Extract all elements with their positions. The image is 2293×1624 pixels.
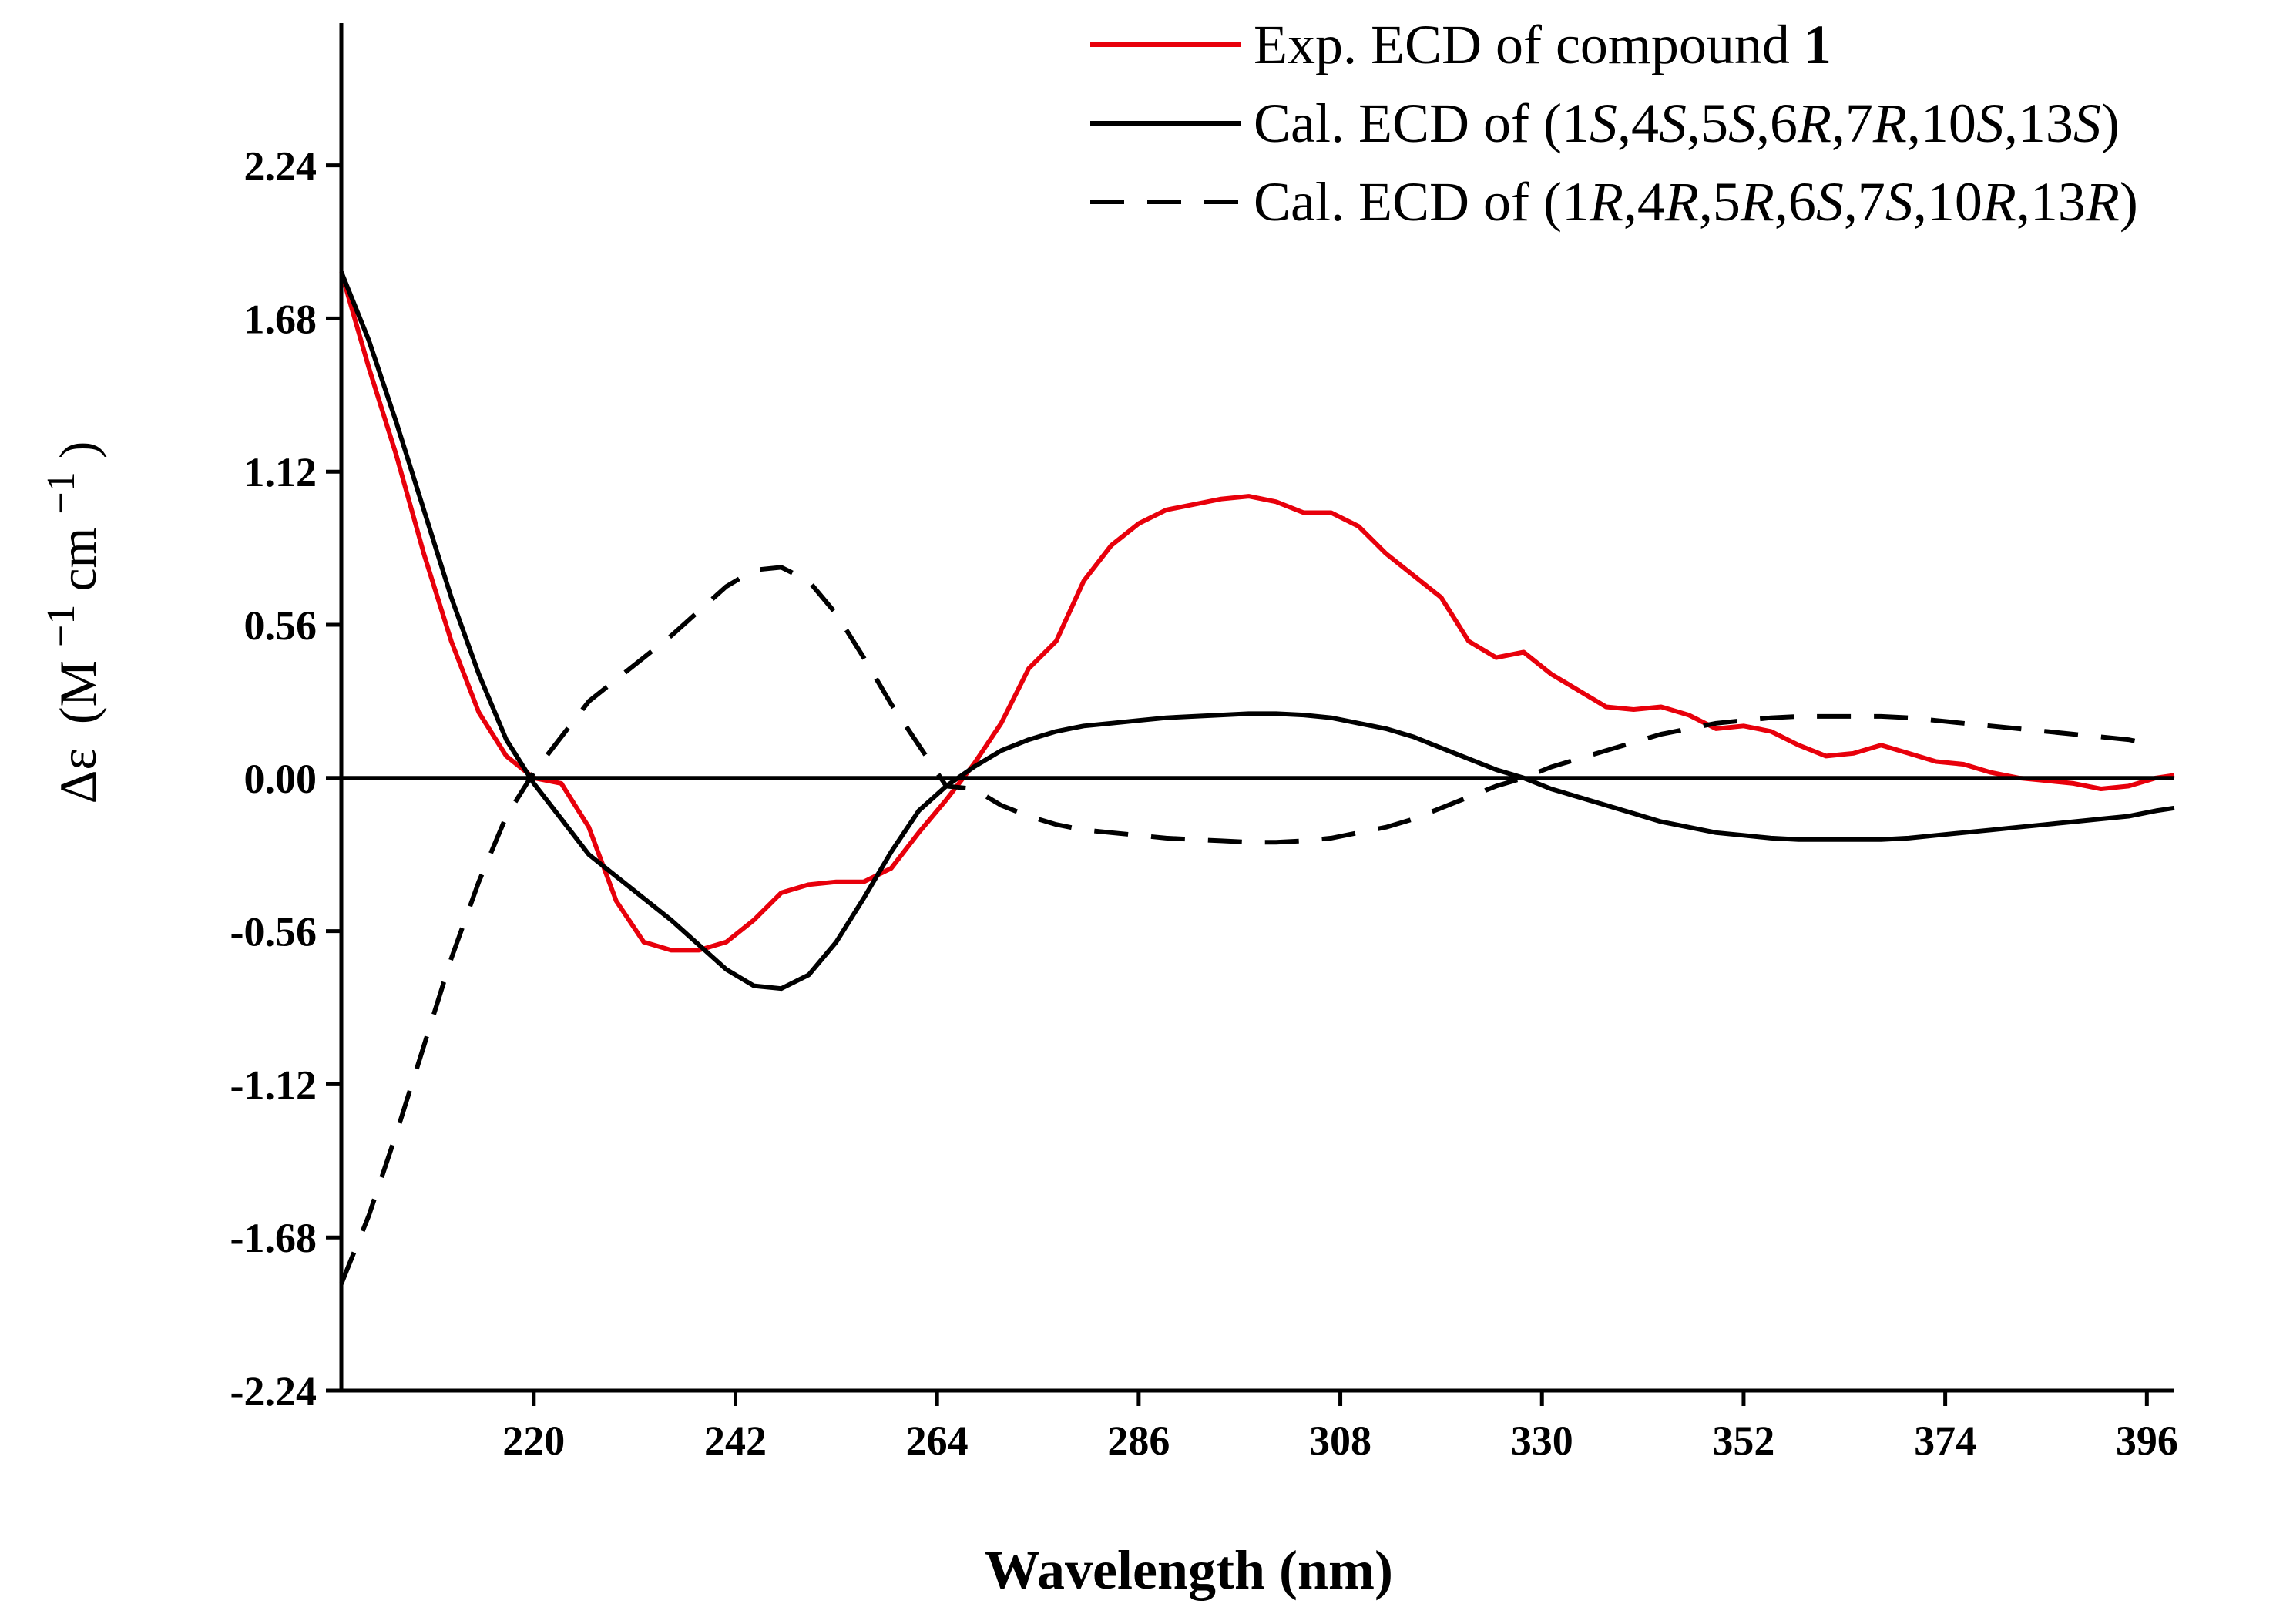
y-tick-label: 2.24	[244, 143, 317, 190]
legend-label-1: Exp. ECD of compound 1	[1254, 14, 1831, 75]
y-axis-title-open: (M	[49, 660, 107, 724]
x-tick-label: 308	[1309, 1418, 1371, 1464]
y-tick-label: 0.00	[244, 756, 317, 802]
x-tick-label: 286	[1107, 1418, 1170, 1464]
legend-label-3: Cal. ECD of (1R,4R,5R,6S,7S,10R,13R)	[1254, 171, 2138, 233]
y-tick-label: 1.68	[244, 296, 317, 342]
legend: Exp. ECD of compound 1 Cal. ECD of (1S,4S…	[1090, 14, 2138, 233]
svg-text:Δε (M −1 cm: Δε (M −1 cm −1 )	[39, 441, 108, 804]
x-tick-label: 374	[1914, 1418, 1976, 1464]
legend-label-2: Cal. ECD of (1S,4S,5S,6R,7R,10S,13S)	[1254, 92, 2120, 154]
x-tick-label: 330	[1511, 1418, 1573, 1464]
y-tick-label: -1.12	[230, 1062, 317, 1108]
series-line-1	[339, 271, 2175, 953]
series-line-2	[339, 270, 2175, 992]
ticks-layer: 2.24 1.68 1.12 0.56 0.00 -0.56 -1.12 -1.68 -2.24…	[230, 143, 2178, 1464]
x-tick-label: 396	[2116, 1418, 2178, 1464]
y-tick-label: -1.68	[230, 1215, 317, 1261]
y-axis-title-sup2: −1	[39, 471, 83, 514]
x-tick-label: 352	[1712, 1418, 1774, 1464]
axes-layer	[339, 23, 2174, 1393]
y-axis-title-close: )	[49, 441, 107, 459]
x-axis-title: Wavelength (nm)	[985, 1539, 1393, 1601]
series-line-3	[339, 565, 2157, 1285]
y-axis-title-symbol: Δε	[49, 748, 107, 804]
y-axis-title-sup1: −1	[39, 605, 83, 647]
series-layer	[339, 270, 2175, 1285]
y-tick-label: 1.12	[244, 449, 317, 495]
x-tick-label: 242	[704, 1418, 767, 1464]
y-tick-label: -2.24	[230, 1368, 317, 1414]
y-axis-title-mid: cm	[49, 528, 107, 592]
y-tick-label: -0.56	[230, 909, 317, 955]
y-tick-label: 0.56	[244, 602, 317, 649]
y-axis-title: Δε (M −1 cm −1 )	[39, 441, 108, 804]
x-tick-label: 264	[906, 1418, 969, 1464]
x-tick-label: 220	[502, 1418, 565, 1464]
